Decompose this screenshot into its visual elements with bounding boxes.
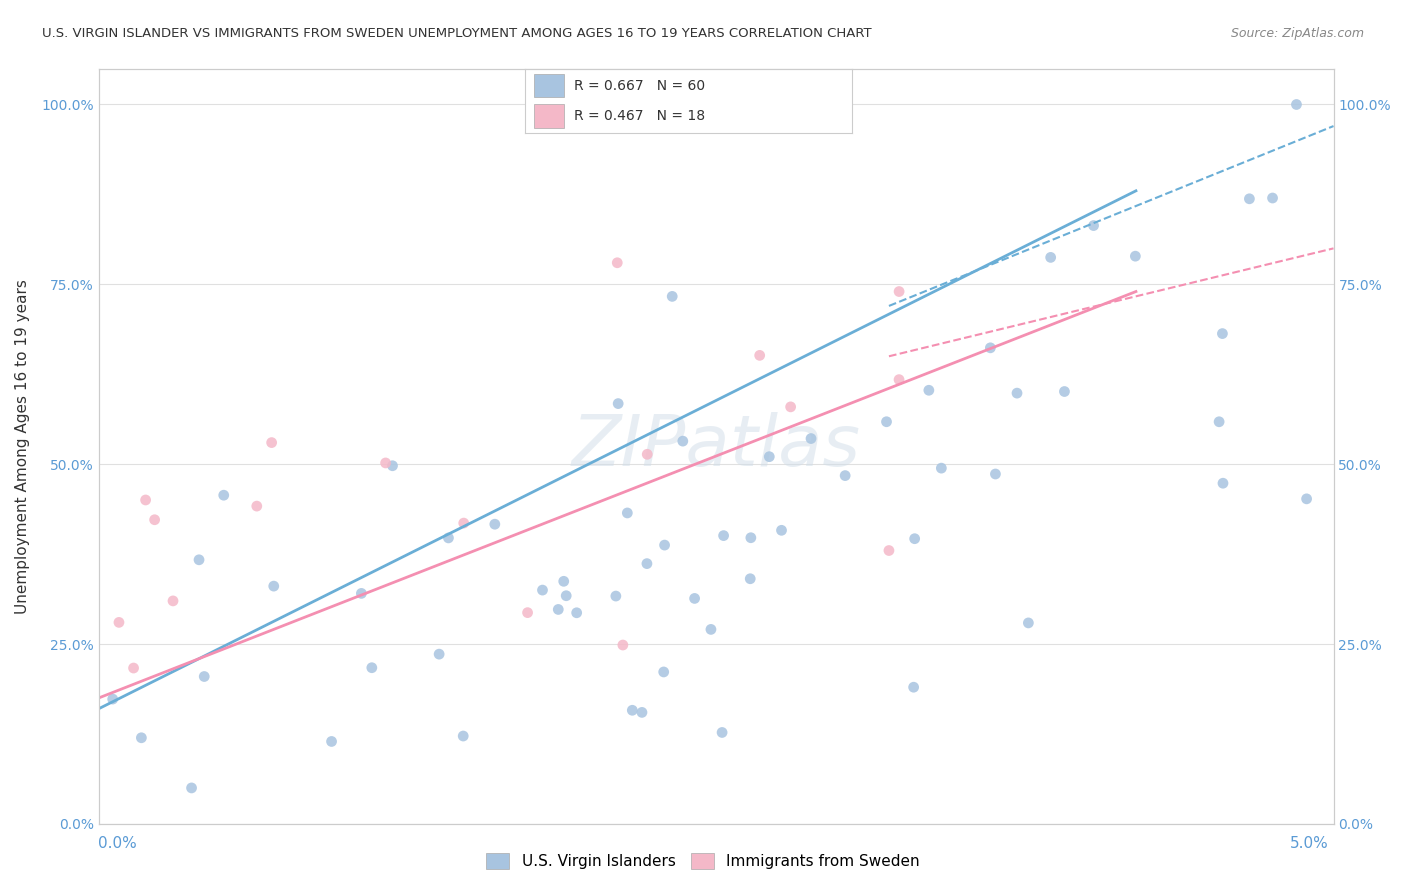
Point xyxy=(101,692,124,706)
Point xyxy=(1261,191,1284,205)
Text: 5.0%: 5.0% xyxy=(1289,836,1329,851)
Point xyxy=(631,706,654,720)
Point xyxy=(555,589,578,603)
Point xyxy=(740,531,762,545)
Point xyxy=(770,524,793,538)
Point xyxy=(1211,326,1233,341)
Point xyxy=(740,572,762,586)
Point xyxy=(263,579,285,593)
Point xyxy=(877,543,900,558)
Point xyxy=(654,538,676,552)
Point xyxy=(876,415,898,429)
Point xyxy=(931,461,953,475)
Point xyxy=(143,513,166,527)
Point xyxy=(321,734,343,748)
Point xyxy=(122,661,145,675)
Text: U.S. VIRGIN ISLANDER VS IMMIGRANTS FROM SWEDEN UNEMPLOYMENT AMONG AGES 16 TO 19 : U.S. VIRGIN ISLANDER VS IMMIGRANTS FROM … xyxy=(42,27,872,40)
Point xyxy=(547,602,569,616)
Point xyxy=(887,285,910,299)
Point xyxy=(904,532,927,546)
Point xyxy=(451,729,474,743)
Y-axis label: Unemployment Among Ages 16 to 19 years: Unemployment Among Ages 16 to 19 years xyxy=(15,279,30,614)
Point xyxy=(108,615,131,630)
Point xyxy=(131,731,153,745)
Point xyxy=(636,447,658,461)
Text: 0.0%: 0.0% xyxy=(98,836,138,851)
Point xyxy=(437,531,460,545)
Point xyxy=(212,488,235,502)
Point xyxy=(800,432,823,446)
Point xyxy=(636,557,658,571)
Point xyxy=(1285,97,1308,112)
Point xyxy=(683,591,706,606)
Legend: U.S. Virgin Islanders, Immigrants from Sweden: U.S. Virgin Islanders, Immigrants from S… xyxy=(481,847,925,875)
Point xyxy=(984,467,1007,481)
Point xyxy=(834,468,856,483)
Point xyxy=(427,647,450,661)
Point xyxy=(672,434,695,449)
Point xyxy=(1039,251,1062,265)
Point xyxy=(616,506,638,520)
Point xyxy=(748,348,770,362)
Point xyxy=(180,780,202,795)
Point xyxy=(374,456,396,470)
Point xyxy=(193,669,215,683)
Point xyxy=(565,606,588,620)
Point xyxy=(758,450,780,464)
Point xyxy=(711,725,734,739)
Point xyxy=(887,373,910,387)
Text: ZIPatlas: ZIPatlas xyxy=(572,412,860,481)
Text: Source: ZipAtlas.com: Source: ZipAtlas.com xyxy=(1230,27,1364,40)
Point xyxy=(700,623,723,637)
Point xyxy=(918,384,941,398)
Point xyxy=(903,680,925,694)
Point xyxy=(661,289,683,303)
Point xyxy=(1295,491,1317,506)
Point xyxy=(979,341,1001,355)
Point xyxy=(162,594,184,608)
Point xyxy=(1017,615,1039,630)
Point xyxy=(1212,476,1234,491)
Point xyxy=(260,435,283,450)
Point xyxy=(516,606,538,620)
Point xyxy=(621,703,644,717)
Point xyxy=(135,493,157,508)
Point xyxy=(246,499,269,513)
Point xyxy=(188,553,211,567)
Point xyxy=(1053,384,1076,399)
Point xyxy=(350,586,373,600)
Point xyxy=(1083,219,1105,233)
Point xyxy=(607,396,630,410)
Point xyxy=(612,638,634,652)
Point xyxy=(360,661,382,675)
Point xyxy=(605,589,627,603)
Point xyxy=(553,574,575,589)
Point xyxy=(484,517,506,532)
Point xyxy=(381,458,404,473)
Point xyxy=(1125,249,1147,263)
Point xyxy=(1005,386,1028,401)
Point xyxy=(713,528,735,542)
Point xyxy=(652,665,675,679)
Point xyxy=(1208,415,1230,429)
Point xyxy=(606,256,628,270)
Point xyxy=(1239,192,1261,206)
Point xyxy=(453,516,475,530)
Point xyxy=(531,583,554,598)
Point xyxy=(779,400,801,414)
